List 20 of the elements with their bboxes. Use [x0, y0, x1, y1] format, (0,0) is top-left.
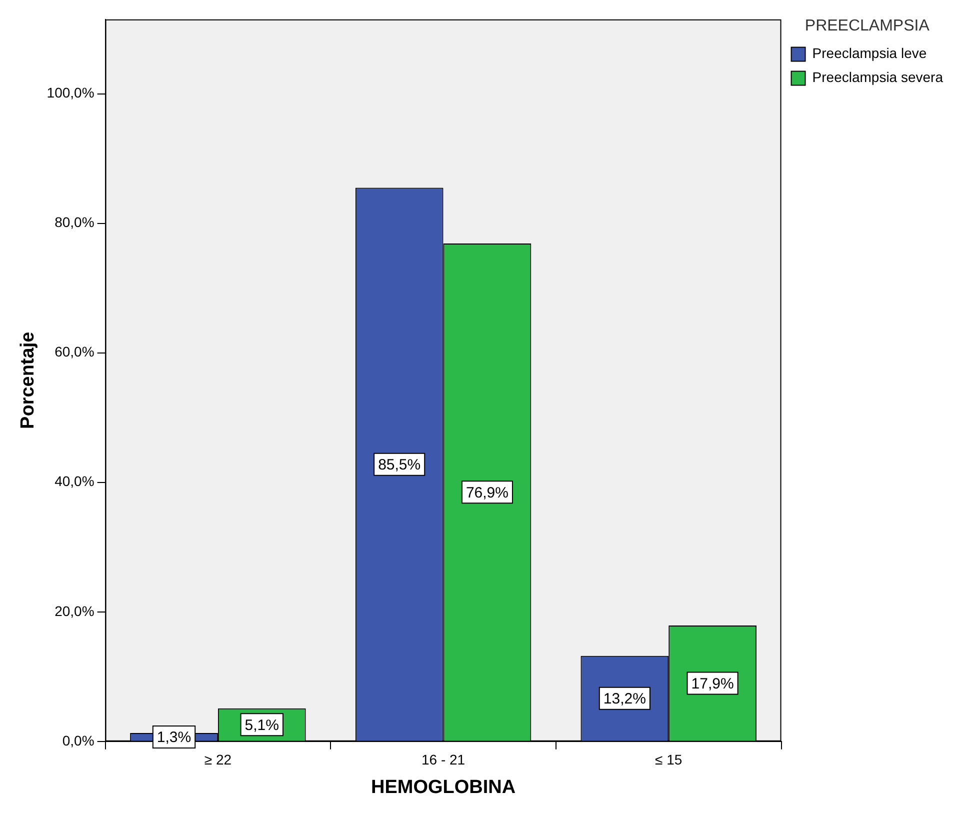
- y-tick-label: 0,0%: [62, 732, 94, 748]
- y-axis-title: Porcentaje: [18, 332, 39, 429]
- y-tick-label: 100,0%: [46, 84, 94, 101]
- data-label: 5,1%: [244, 716, 279, 734]
- legend-label: Preeclampsia severa: [812, 69, 944, 86]
- data-label: 13,2%: [603, 690, 646, 708]
- data-label: 1,3%: [156, 729, 192, 746]
- x-tick-label: 16 - 21: [421, 752, 466, 768]
- y-tick-label: 80,0%: [54, 214, 94, 230]
- legend-title: PREECLAMPSIA: [804, 17, 930, 34]
- data-label: 85,5%: [378, 456, 421, 474]
- x-axis-title: HEMOGLOBINA: [370, 776, 516, 798]
- y-tick-label: 60,0%: [54, 344, 94, 360]
- y-tick-label: 40,0%: [54, 473, 94, 490]
- x-tick-label: ≥ 22: [204, 752, 232, 768]
- legend-label: Preeclampsia leve: [812, 45, 927, 62]
- data-label: 17,9%: [691, 675, 734, 692]
- x-tick-label: ≤ 15: [655, 752, 682, 768]
- y-tick-label: 20,0%: [54, 602, 94, 619]
- data-label: 76,9%: [466, 484, 508, 502]
